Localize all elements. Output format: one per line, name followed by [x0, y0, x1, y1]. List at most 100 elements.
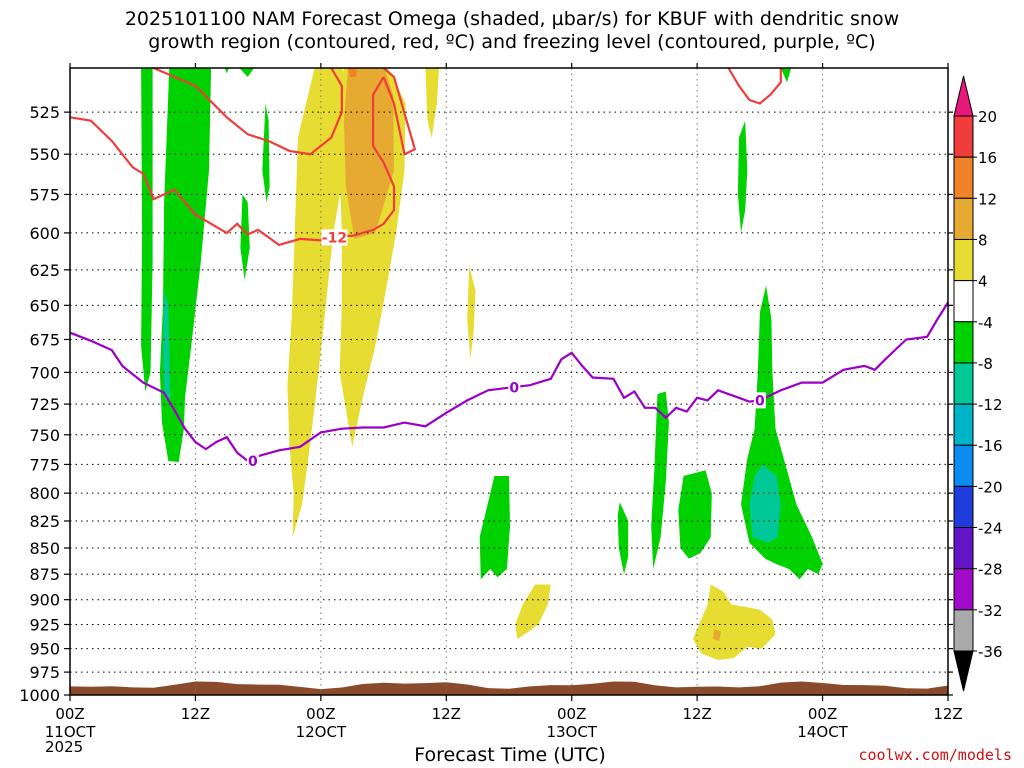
dgz-contour-3 [153, 66, 343, 156]
y-tick-label-900: 900 [29, 591, 60, 610]
x-tick-label-0: 00Z [55, 705, 84, 723]
y-tick-label-925: 925 [29, 615, 60, 634]
colorbar-label-11: -28 [978, 561, 1003, 579]
freezing-level-label-2: 0 [755, 393, 765, 409]
colorbar-swatch-6 [953, 362, 974, 405]
x-axis-title: Forecast Time (UTC) [414, 744, 606, 766]
omega-region-23 [780, 68, 792, 83]
omega-region-19 [712, 629, 722, 641]
plot-frame [69, 67, 949, 696]
x-tick-label-48: 00Z [557, 705, 586, 723]
x-tick-label-24: 00Z [306, 705, 335, 723]
omega-region-16 [651, 391, 669, 569]
colorbar-label-3: 8 [978, 231, 988, 249]
omega-region-17 [678, 470, 712, 559]
colorbar-swatch-3 [953, 238, 974, 282]
colorbar-swatch-5 [953, 321, 974, 364]
freezing-level-label-0: 0 [248, 454, 258, 470]
colorbar-swatch-9 [953, 485, 974, 529]
colorbar-swatch-12 [953, 609, 974, 652]
freezing-level-line [69, 301, 949, 463]
omega-region-11 [425, 68, 439, 138]
freezing-level-label-1: 0 [509, 381, 519, 397]
x-tick-label-60: 12Z [682, 705, 711, 723]
omega-region-20 [737, 120, 748, 233]
colorbar-label-12: -32 [978, 602, 1003, 620]
x-tick-label-36: 12Z [432, 705, 461, 723]
colorbar-top-arrow [953, 75, 974, 117]
omega-region-4 [262, 103, 270, 203]
colorbar-swatch-7 [953, 403, 974, 446]
omega-region-3 [240, 194, 250, 280]
colorbar-label-1: 16 [978, 149, 997, 167]
omega-region-0 [141, 68, 153, 392]
colorbar: 20 16 12 8 4 -4 -8 -12 -16 -20 -24 -28 -32 -36 [953, 75, 1003, 692]
freezing-label-bg-2 [753, 392, 766, 409]
chart-title-line2: growth region (contoured, red, ºC) and f… [148, 31, 876, 53]
y-tick-label-875: 875 [29, 565, 60, 584]
colorbar-label-13: -36 [978, 643, 1003, 661]
dgz-contour-4 [727, 67, 782, 105]
colorbar-label-8: -16 [978, 437, 1003, 455]
dgz-contour-2 [382, 67, 417, 156]
freezing-label-bg-0 [246, 452, 259, 469]
omega-region-12 [467, 265, 476, 360]
omega-region-18 [693, 584, 776, 660]
y-tick-label-675: 675 [29, 330, 60, 349]
freezing-label-bg-1 [508, 379, 521, 396]
omega-region-22 [749, 464, 781, 543]
dgz-contour-label: -12 [322, 230, 347, 246]
colorbar-swatch-4 [953, 280, 974, 323]
omega-region-5 [239, 68, 254, 77]
y-tick-label-550: 550 [29, 145, 60, 164]
y-axis: 525 550 575 600 625 650 675 700 725 750 775 800 825 8… [19, 103, 953, 705]
omega-region-6 [224, 68, 229, 74]
chart-title-line1: 2025101100 NAM Forecast Omega (shaded, µ… [124, 8, 900, 30]
colorbar-swatch-10 [953, 527, 974, 570]
credit-link[interactable]: coolwx.com/models [858, 746, 1012, 764]
colorbar-swatch-0 [953, 115, 974, 158]
x-tick-label-12: 12Z [181, 705, 210, 723]
y-tick-label-950: 950 [29, 640, 60, 659]
y-tick-label-600: 600 [29, 224, 60, 243]
x-tick-label-84: 12Z [933, 705, 962, 723]
colorbar-label-9: -20 [978, 478, 1003, 496]
x-tick-date-72: 14OCT [797, 723, 848, 741]
omega-region-9 [343, 68, 394, 239]
x-tick-label-72: 00Z [808, 705, 837, 723]
surface-fill [70, 681, 948, 695]
colorbar-label-7: -12 [978, 396, 1003, 414]
colorbar-swatch-2 [953, 197, 974, 240]
year-label: 2025 [45, 738, 84, 756]
y-tick-label-650: 650 [29, 296, 60, 315]
dgz-label-bg [321, 229, 348, 246]
surface-terrain [70, 681, 948, 695]
colorbar-label-0: 20 [978, 108, 997, 126]
omega-region-1 [159, 68, 212, 463]
colorbar-swatch-11 [953, 568, 974, 611]
omega-region-13 [479, 476, 510, 580]
omega-region-2 [163, 291, 171, 401]
y-tick-label-625: 625 [29, 261, 60, 280]
colorbar-swatch-1 [953, 156, 974, 199]
grid-lines [70, 68, 948, 695]
colorbar-swatch-8 [953, 444, 974, 487]
y-tick-label-775: 775 [29, 455, 60, 474]
omega-shading [141, 68, 823, 660]
y-tick-label-725: 725 [29, 395, 60, 414]
colorbar-label-10: -24 [978, 520, 1003, 538]
y-tick-label-750: 750 [29, 426, 60, 445]
contour-lines: 0 0 0 -12 [69, 66, 949, 470]
omega-region-15 [617, 502, 629, 575]
colorbar-label-5: -4 [978, 314, 993, 332]
y-tick-label-975: 975 [29, 663, 60, 682]
y-tick-label-525: 525 [29, 103, 60, 122]
dgz-contour-0 [69, 116, 332, 247]
x-tick-date-0: 11OCT [45, 723, 96, 741]
y-tick-label-575: 575 [29, 185, 60, 204]
y-tick-label-800: 800 [29, 484, 60, 503]
omega-region-14 [515, 584, 551, 639]
y-tick-label-850: 850 [29, 539, 60, 558]
